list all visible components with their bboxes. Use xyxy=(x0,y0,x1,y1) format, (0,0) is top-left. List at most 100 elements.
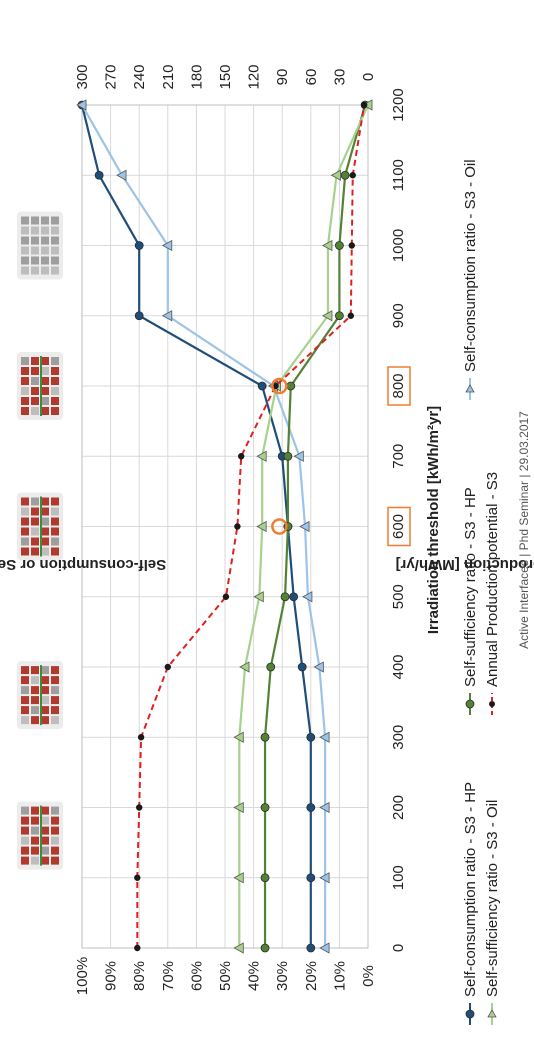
thumbnail-tile xyxy=(21,507,29,516)
data-point xyxy=(164,663,171,671)
thumbnail-tile xyxy=(31,686,39,695)
thumbnail-tile xyxy=(51,246,59,255)
thumbnail-tile xyxy=(31,517,39,526)
data-point xyxy=(137,734,145,741)
data-point xyxy=(234,523,241,530)
thumbnail-tile xyxy=(31,696,39,705)
x-tick-label: 900 xyxy=(390,303,407,328)
thumbnail-tile xyxy=(41,357,49,365)
x-tick-label: 800 xyxy=(390,373,407,398)
data-point xyxy=(256,520,267,533)
data-point xyxy=(136,804,143,811)
data-point xyxy=(76,99,87,111)
thumbnail-tile xyxy=(31,377,39,385)
thumbnail-tile xyxy=(31,547,39,556)
legend-marker xyxy=(465,1009,475,1019)
data-point xyxy=(322,310,333,322)
legend: Self-consumption ratio - S3 - HP Self-suf… xyxy=(462,159,501,1025)
data-point xyxy=(302,591,313,603)
thumbnail-tile xyxy=(51,547,59,556)
thumbnail-tile xyxy=(31,836,39,845)
thumbnail-tile xyxy=(21,716,29,725)
thumbnail-tile xyxy=(41,256,49,265)
thumbnail-tile xyxy=(21,387,29,395)
data-point xyxy=(313,661,324,673)
thumbnail-tile xyxy=(21,497,29,506)
thumbnail-tile xyxy=(51,676,59,685)
thumbnail-tile xyxy=(51,397,59,405)
right-tick-label: 210 xyxy=(160,64,177,89)
x-tick-label: 400 xyxy=(390,654,407,679)
data-point xyxy=(347,312,355,319)
data-point xyxy=(348,242,355,249)
building-thumbnail xyxy=(17,661,63,730)
thumbnail-tile xyxy=(31,806,39,815)
thumbnail-tile xyxy=(21,836,29,845)
thumbnail-tile xyxy=(41,497,49,506)
left-tick-label: 30% xyxy=(274,961,291,991)
x-tick-highlight-box xyxy=(387,506,411,547)
thumbnail-tile xyxy=(21,826,29,835)
data-point xyxy=(134,241,144,250)
data-point xyxy=(299,520,310,533)
data-point xyxy=(297,662,307,672)
thumbnail-tile xyxy=(41,836,49,845)
data-point xyxy=(283,451,293,461)
tick-labels: 0100200300400500600700800900100011001200… xyxy=(74,64,411,995)
thumbnail-tile xyxy=(51,236,59,245)
left-tick-label: 50% xyxy=(217,961,234,991)
data-point xyxy=(280,592,290,602)
thumbnail-tile xyxy=(51,826,59,835)
building-thumbnail xyxy=(17,211,63,280)
thumbnail-tile xyxy=(51,387,59,395)
thumbnail-tile xyxy=(21,216,29,225)
thumbnail-tile xyxy=(21,527,29,536)
data-point xyxy=(94,170,104,180)
data-point xyxy=(306,732,316,742)
thumbnail-tile xyxy=(31,367,39,375)
left-tick-label: 80% xyxy=(131,961,148,991)
data-point xyxy=(222,593,230,600)
data-point xyxy=(260,732,270,742)
thumbnail-tile xyxy=(41,266,49,275)
left-tick-label: 0% xyxy=(360,965,377,987)
data-point xyxy=(286,381,296,391)
thumbnail-tile xyxy=(51,846,59,855)
thumbnail-tile xyxy=(51,856,59,865)
thumbnail-tile xyxy=(21,256,29,265)
thumbnail-tile xyxy=(31,856,39,865)
thumbnail-tile xyxy=(41,527,49,536)
left-tick-label: 10% xyxy=(331,961,348,991)
data-point xyxy=(256,450,267,462)
data-point xyxy=(233,872,244,884)
thumbnail-tile xyxy=(21,696,29,705)
building-thumbnail xyxy=(17,352,63,420)
thumbnail-tile xyxy=(31,387,39,395)
thumbnail-tile xyxy=(51,507,59,516)
building-thumbnail xyxy=(17,492,63,561)
thumbnail-tile xyxy=(31,716,39,725)
x-tick-label: 1100 xyxy=(390,159,407,191)
thumbnail-tile xyxy=(41,856,49,865)
legend-marker xyxy=(465,699,475,709)
right-tick-label: 270 xyxy=(103,64,120,89)
thumbnail-tile xyxy=(31,226,39,235)
x-tick-highlight-box xyxy=(387,366,411,406)
thumbnail-tile xyxy=(31,236,39,245)
data-point xyxy=(134,944,141,952)
left-tick-label: 90% xyxy=(103,961,120,991)
building-thumbnails xyxy=(17,211,63,870)
left-tick-label: 40% xyxy=(246,961,263,991)
thumbnail-tile xyxy=(41,216,49,225)
data-point xyxy=(334,311,344,321)
data-point xyxy=(289,592,299,602)
thumbnail-tile xyxy=(41,397,49,405)
data-point xyxy=(362,99,373,111)
thumbnail-tile xyxy=(41,537,49,546)
thumbnail-tile xyxy=(51,686,59,695)
legend-entry: Self-consumption ratio - S3 - Oil xyxy=(462,159,479,400)
x-tick-label: 100 xyxy=(390,865,407,890)
thumbnail-tile xyxy=(31,666,39,675)
thumbnail-tile xyxy=(31,826,39,835)
legend-entry: Self-sufficiency ratio - S3 - Oil xyxy=(484,800,501,1025)
